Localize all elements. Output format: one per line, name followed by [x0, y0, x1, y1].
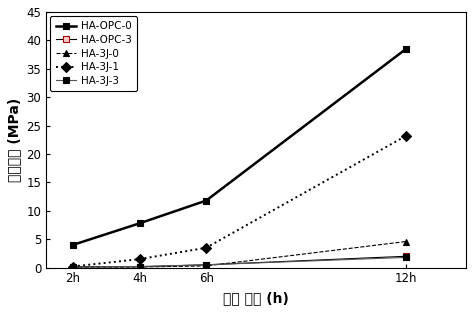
HA-3J-0 [203, 264, 209, 268]
Line: HA-3J-3: HA-3J-3 [70, 254, 410, 271]
HA-3J-1 [137, 257, 142, 261]
HA-OPC-0 [137, 222, 142, 225]
HA-OPC-3 [137, 265, 142, 269]
HA-3J-3 [403, 256, 409, 259]
HA-3J-1 [203, 246, 209, 250]
X-axis label: 재령 시간 (h): 재령 시간 (h) [223, 291, 289, 305]
Legend: HA-OPC-0, HA-OPC-3, HA-3J-0, HA-3J-1, HA-3J-3: HA-OPC-0, HA-OPC-3, HA-3J-0, HA-3J-1, HA… [51, 16, 137, 91]
HA-3J-0 [403, 240, 409, 243]
HA-3J-1 [70, 265, 76, 268]
HA-OPC-3 [70, 265, 76, 269]
HA-3J-3 [70, 265, 76, 269]
HA-OPC-3 [203, 263, 209, 267]
HA-OPC-3 [403, 254, 409, 258]
HA-3J-1 [403, 134, 409, 138]
HA-OPC-0 [70, 243, 76, 247]
HA-3J-3 [203, 263, 209, 267]
Line: HA-3J-0: HA-3J-0 [70, 238, 410, 271]
HA-3J-0 [137, 265, 142, 269]
HA-OPC-0 [203, 199, 209, 202]
HA-3J-3 [137, 265, 142, 268]
Y-axis label: 압축강도 (MPa): 압축강도 (MPa) [7, 98, 21, 182]
HA-OPC-0 [403, 47, 409, 51]
HA-3J-0 [70, 265, 76, 269]
Line: HA-OPC-0: HA-OPC-0 [70, 46, 410, 248]
Line: HA-3J-1: HA-3J-1 [70, 132, 410, 270]
Line: HA-OPC-3: HA-OPC-3 [70, 253, 410, 270]
